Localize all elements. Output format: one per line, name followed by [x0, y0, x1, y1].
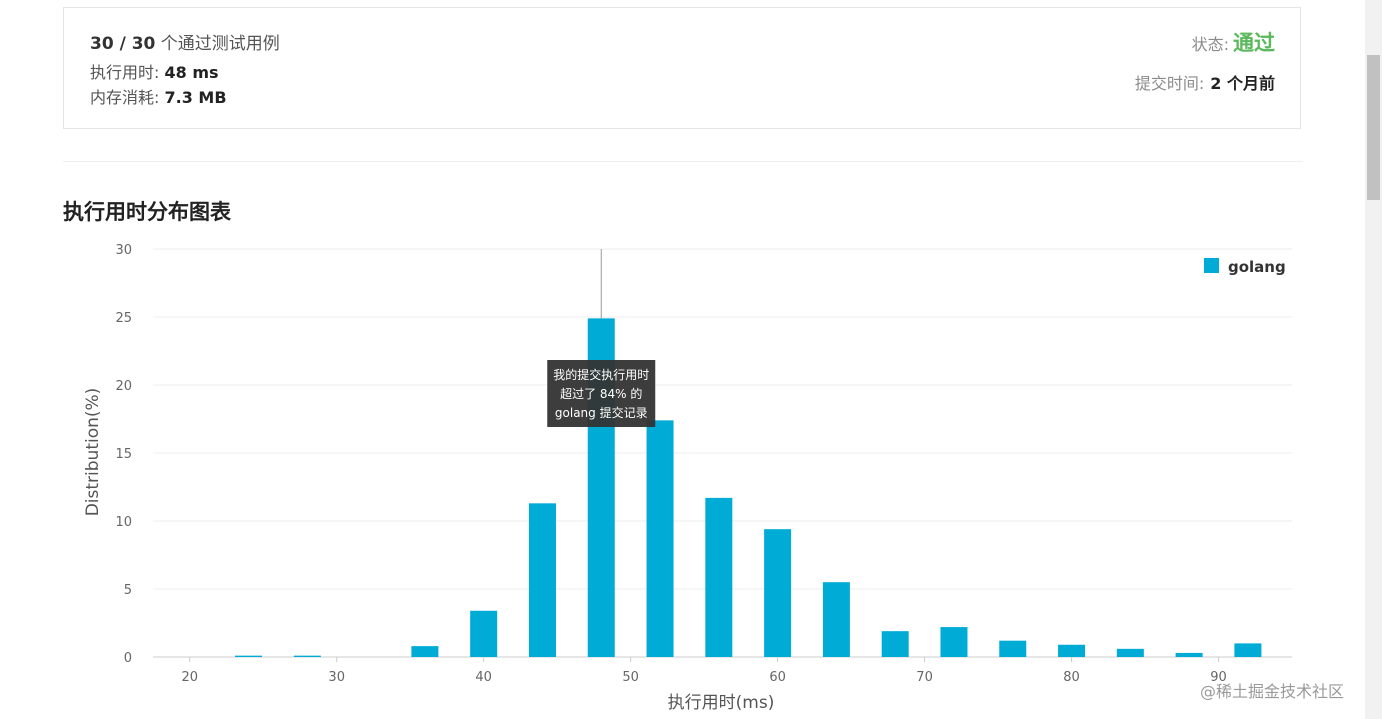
y-tick-label: 20	[115, 379, 132, 394]
bar[interactable]	[411, 646, 439, 657]
x-tick-label: 60	[769, 670, 786, 685]
status: 状态: 通过	[1192, 27, 1275, 57]
scrollbar-thumb[interactable]	[1367, 55, 1380, 200]
x-tick-label: 30	[328, 670, 345, 685]
bar[interactable]	[293, 655, 321, 657]
section-title: 执行用时分布图表	[63, 200, 231, 224]
x-tick-labels: 20 30 40 50 60 70 80 90	[181, 657, 1227, 685]
bar[interactable]	[764, 529, 792, 657]
legend-label-golang: golang	[1228, 258, 1286, 276]
bar[interactable]	[470, 610, 498, 657]
runtime-label: 执行用时:	[90, 63, 160, 82]
submission-summary-card: 30 / 30 个通过测试用例 执行用时: 48 ms 内存消耗: 7.3 MB…	[63, 7, 1301, 129]
bar[interactable]	[822, 582, 850, 657]
x-axis-label: 执行用时(ms)	[668, 693, 775, 713]
runtime-value: 48 ms	[164, 63, 219, 82]
status-value: 通过	[1233, 31, 1275, 55]
bar[interactable]	[1116, 648, 1144, 657]
submit-time: 提交时间: 2 个月前	[1135, 70, 1275, 94]
legend[interactable]: golang	[1204, 258, 1286, 276]
x-tick-label: 50	[622, 670, 639, 685]
submit-time-label: 提交时间:	[1134, 74, 1205, 93]
y-axis-label: Distribution(%)	[83, 388, 103, 517]
tooltip-line: 我的提交执行用时	[553, 367, 649, 382]
x-tick-label: 40	[475, 670, 492, 685]
bar[interactable]	[1175, 652, 1203, 657]
bar[interactable]	[999, 640, 1027, 657]
submit-time-value: 2 个月前	[1210, 74, 1275, 93]
bar[interactable]	[1234, 643, 1262, 657]
tooltip-background	[547, 360, 656, 427]
x-tick-label: 20	[181, 670, 198, 685]
bar[interactable]	[881, 631, 909, 657]
bar[interactable]	[528, 503, 556, 657]
y-tick-label: 30	[115, 243, 132, 258]
watermark-text: @稀土掘金技术社区	[1200, 682, 1345, 701]
bar[interactable]	[1058, 644, 1086, 657]
bar[interactable]	[705, 497, 733, 657]
section-divider	[63, 161, 1303, 162]
cases-passed-count: 30 / 30	[90, 34, 156, 54]
bar[interactable]	[646, 420, 674, 657]
tooltip-line: 超过了 84% 的	[560, 386, 642, 401]
y-tick-label: 0	[124, 651, 132, 666]
y-tick-label: 10	[115, 515, 132, 530]
y-tick-label: 25	[115, 311, 132, 326]
bar[interactable]	[235, 655, 263, 657]
y-tick-labels: 0 5 10 15 20 25 30	[115, 243, 132, 666]
status-label: 状态:	[1191, 35, 1229, 54]
bars	[235, 318, 1262, 657]
runtime-stat: 执行用时: 48 ms	[90, 59, 219, 83]
x-tick-label: 90	[1210, 670, 1227, 685]
y-tick-label: 5	[124, 583, 132, 598]
cases-text: 个通过测试用例	[160, 34, 280, 54]
x-tick-label: 80	[1063, 670, 1080, 685]
x-tick-label: 70	[916, 670, 933, 685]
memory-stat: 内存消耗: 7.3 MB	[90, 84, 227, 108]
tooltip-line: golang 提交记录	[555, 405, 648, 420]
memory-label: 内存消耗:	[90, 88, 160, 107]
y-tick-label: 15	[115, 447, 132, 462]
test-cases-result: 30 / 30 个通过测试用例	[90, 29, 280, 54]
bar[interactable]	[940, 627, 968, 657]
memory-value: 7.3 MB	[164, 88, 227, 107]
legend-swatch-golang	[1204, 258, 1219, 273]
